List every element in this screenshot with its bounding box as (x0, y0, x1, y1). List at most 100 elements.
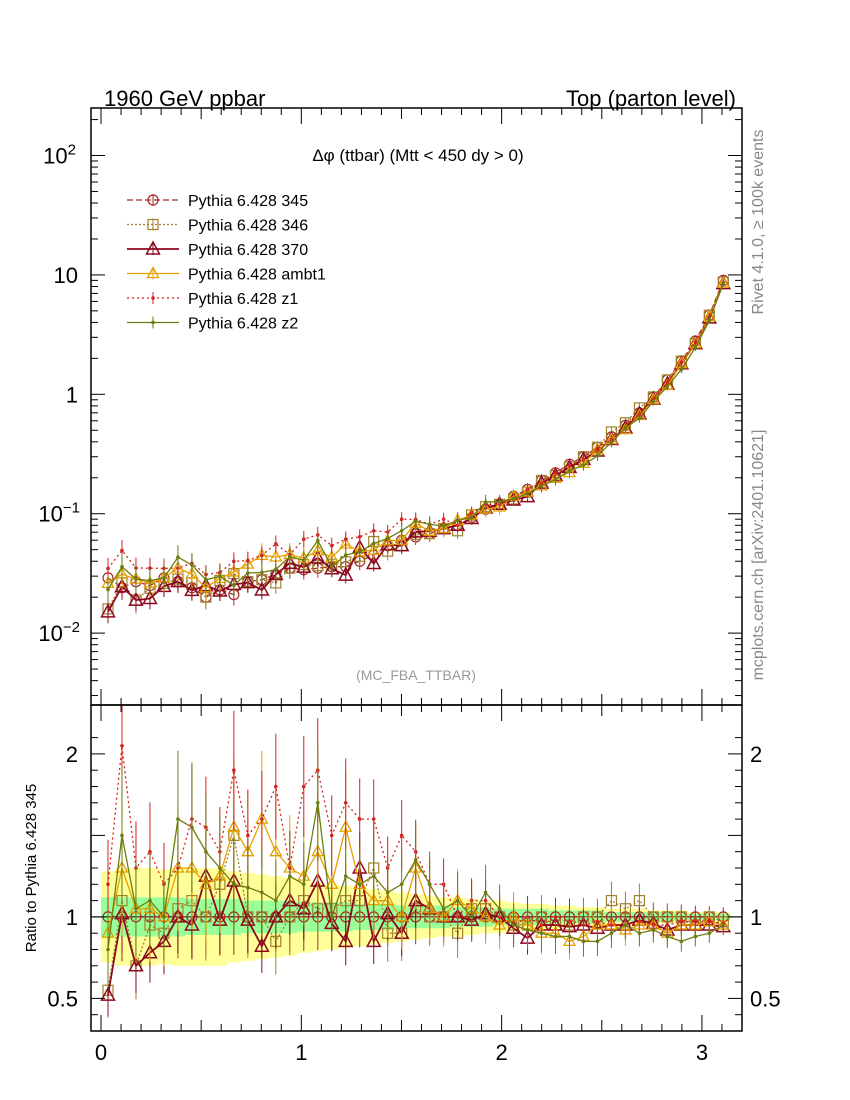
ratio-point-5 (399, 882, 404, 887)
ratio-point-5 (511, 923, 516, 927)
main-point-4 (120, 548, 124, 553)
analysis-label: (MC_FBA_TTBAR) (356, 667, 476, 683)
main-point-4 (399, 517, 404, 521)
main-point-5 (567, 468, 572, 473)
ratio-point-2 (128, 957, 144, 972)
ratio-point-5 (120, 833, 124, 838)
main-series-layer (100, 274, 732, 624)
main-point-4 (232, 559, 236, 564)
ratio-point-1 (633, 894, 646, 907)
ratio-point-5 (637, 931, 642, 935)
ratio-frame (90, 704, 743, 1032)
ratio-point-4 (371, 817, 376, 821)
ratio-point-5 (567, 934, 572, 939)
ratio-point-5 (274, 898, 278, 903)
main-point-4 (260, 553, 264, 558)
ratio-point-5 (162, 915, 166, 919)
main-point-4 (106, 566, 110, 571)
main-point-5 (595, 453, 600, 458)
ratio-point-5 (539, 931, 544, 935)
ratio-point-5 (371, 874, 376, 878)
ratio-point-5 (204, 849, 208, 854)
main-point-5 (162, 576, 166, 580)
ratio-point-5 (315, 801, 320, 805)
main-point-5 (260, 570, 264, 575)
ratio-point-2 (365, 932, 382, 948)
ratio-ytick-label-right: 2 (750, 742, 762, 767)
ratio-point-4 (693, 919, 698, 924)
ratio-point-5 (693, 934, 698, 939)
ratio-point-5 (595, 939, 600, 944)
main-point-3 (478, 501, 493, 514)
main-point-3 (199, 580, 213, 593)
main-point-4 (371, 528, 376, 533)
main-point-5 (357, 549, 362, 554)
main-point-5 (609, 440, 614, 445)
header-left: 1960 GeV ppbar (104, 86, 265, 111)
ratio-point-5 (343, 874, 348, 878)
ratio-point-5 (413, 858, 418, 862)
main-point-5 (525, 491, 530, 496)
ratio-point-5 (455, 898, 460, 903)
ratio-point-5 (483, 890, 488, 895)
main-point-5 (637, 416, 642, 421)
main-point-5 (427, 522, 432, 527)
legend-label-1: Pythia 6.428 346 (188, 218, 308, 235)
main-point-5 (721, 281, 726, 285)
main-point-5 (623, 426, 628, 430)
main-point-2 (240, 574, 256, 589)
side-label-bottom: mcplots.cern.ch [arXiv:2401.10621] (750, 430, 767, 681)
legend-label-5: Pythia 6.428 z2 (188, 316, 298, 333)
ratio-point-4 (232, 768, 236, 772)
ratio-ytick-label-left: 0.5 (47, 986, 78, 1011)
main-point-2 (407, 523, 424, 538)
ratio-ytick-label-right: 1 (750, 905, 762, 930)
legend-entry-0: Pythia 6.428 345 (127, 193, 308, 210)
ratio-point-5 (581, 939, 586, 944)
main-point-4 (679, 360, 684, 365)
ratio-point-5 (553, 934, 558, 939)
main-point-5 (693, 345, 698, 350)
legend-label-4: Pythia 6.428 z1 (188, 291, 298, 308)
main-point-5 (539, 484, 544, 488)
ratio-point-5 (609, 931, 614, 935)
ratio-point-5 (190, 825, 194, 830)
ratio-ytick-label-right: 0.5 (750, 986, 781, 1011)
main-point-2 (142, 589, 158, 605)
main-point-5 (301, 558, 306, 563)
ratio-point-2 (184, 916, 200, 931)
main-point-5 (176, 555, 180, 560)
main-point-4 (553, 471, 558, 475)
main-ytick-label: 1 (66, 382, 78, 407)
ratio-point-4 (274, 784, 278, 789)
ratio-point-5 (357, 882, 362, 887)
ratio-point-5 (176, 817, 180, 821)
ratio-point-5 (497, 906, 502, 911)
plot-title: Δφ (ttbar) (Mtt < 450 dy > 0) (312, 146, 523, 165)
main-point-5 (511, 497, 516, 501)
main-point-2 (128, 591, 144, 606)
main-point-4 (329, 543, 334, 548)
main-point-5 (371, 541, 376, 546)
ratio-point-5 (427, 882, 432, 887)
main-point-2 (296, 558, 312, 573)
main-point-2 (114, 578, 130, 593)
ratio-point-5 (623, 923, 628, 927)
main-point-5 (315, 538, 320, 543)
main-point-5 (581, 463, 586, 467)
ratio-point-5 (469, 915, 474, 919)
ratio-point-4 (399, 833, 404, 838)
ratio-point-4 (595, 919, 600, 924)
main-point-5 (665, 384, 670, 389)
ratio-point-5 (707, 931, 712, 935)
legend-entry-3: Pythia 6.428 ambt1 (127, 266, 326, 284)
main-point-5 (329, 564, 334, 569)
main-point-2 (254, 581, 270, 596)
legend-marker-2 (145, 240, 161, 255)
side-label-top: Rivet 4.1.0, ≥ 100k events (750, 130, 767, 315)
ratio-point-5 (246, 885, 250, 890)
main-ytick-label: 102 (43, 142, 76, 169)
ratio-point-3 (395, 909, 409, 922)
legend-label-0: Pythia 6.428 345 (188, 193, 308, 210)
